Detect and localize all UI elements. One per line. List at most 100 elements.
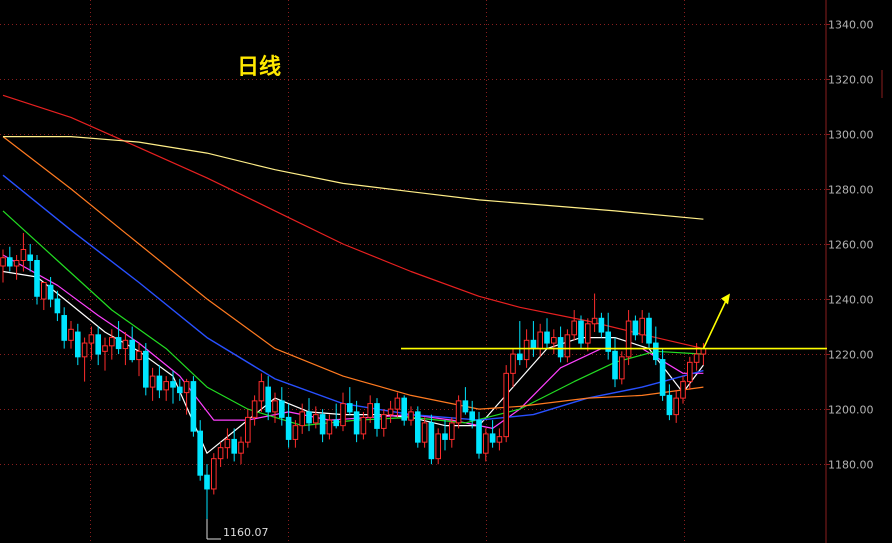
candle	[75, 323, 81, 366]
candle	[673, 389, 680, 423]
candle	[47, 277, 54, 308]
candle-body	[177, 386, 183, 394]
candle-body	[421, 422, 428, 443]
candle-body	[20, 248, 27, 261]
candle	[585, 318, 591, 352]
candle-body	[183, 381, 190, 394]
candle	[578, 315, 584, 349]
candle	[170, 370, 176, 404]
candle	[659, 348, 666, 401]
candle-body	[13, 259, 20, 267]
grid	[0, 0, 826, 543]
candle	[197, 420, 203, 481]
candle	[408, 406, 414, 426]
candle-body	[612, 350, 618, 380]
candle	[619, 351, 625, 385]
candle	[54, 290, 61, 322]
candle-body	[115, 337, 122, 350]
candle-body	[496, 436, 503, 443]
candle-body	[415, 411, 421, 443]
candle	[442, 420, 448, 451]
candle	[428, 414, 435, 465]
candle-body	[279, 400, 285, 418]
y-tick-label: 1220.00	[828, 349, 874, 362]
candle	[435, 428, 441, 465]
candle-body	[340, 403, 346, 427]
candle	[149, 367, 156, 401]
moving-average-line-2	[2, 254, 704, 429]
candle-body	[163, 381, 169, 391]
candle-body	[143, 350, 149, 388]
candle	[143, 343, 149, 396]
candle	[401, 395, 407, 426]
candle	[557, 326, 564, 363]
candle-body	[401, 397, 407, 421]
candle-body	[238, 441, 244, 454]
candle-body	[625, 320, 632, 358]
candle	[353, 400, 360, 443]
candle	[34, 254, 40, 305]
candle-body	[306, 411, 312, 424]
candle	[381, 409, 387, 437]
candle	[387, 400, 394, 423]
candle	[231, 428, 237, 462]
candle-body	[435, 433, 441, 460]
candle-body	[299, 411, 305, 427]
candle	[102, 337, 108, 371]
moving-average-line-1	[2, 270, 704, 454]
candle	[81, 337, 88, 382]
candle-body	[503, 372, 509, 438]
candle-body	[326, 419, 333, 435]
y-tick-label: 1340.00	[828, 19, 874, 32]
candle	[217, 442, 224, 467]
candle	[7, 246, 13, 272]
candle	[163, 376, 169, 401]
candle-body	[75, 331, 81, 358]
candle	[598, 312, 605, 338]
candle	[455, 395, 462, 429]
candle	[476, 411, 482, 459]
low-price-label: 1160.07	[223, 526, 269, 539]
candle-body	[551, 337, 557, 344]
candle-body	[0, 257, 6, 267]
candle	[306, 398, 312, 432]
candle-body	[605, 331, 612, 352]
candle-body	[394, 397, 401, 410]
candle	[211, 453, 217, 495]
candle-body	[455, 400, 462, 424]
candle-body	[619, 356, 625, 380]
moving-average-line-6	[2, 94, 704, 350]
y-tick-label: 1320.00	[828, 74, 874, 87]
candle-body	[245, 416, 251, 443]
candle-body	[360, 416, 367, 435]
candle	[190, 376, 197, 437]
candle	[340, 392, 346, 432]
candle	[292, 420, 299, 448]
candle	[687, 356, 693, 390]
candle	[68, 321, 74, 349]
candle-body	[374, 403, 380, 429]
candle-body	[537, 331, 544, 350]
moving-average-lines	[2, 94, 704, 454]
candle-body	[27, 254, 33, 261]
candle-body	[489, 433, 496, 443]
candle-body	[61, 315, 68, 341]
candle-body	[54, 298, 61, 314]
candle	[272, 392, 278, 423]
candle	[653, 326, 659, 366]
candle	[95, 326, 102, 366]
candle	[503, 365, 509, 443]
candle-body	[639, 317, 646, 336]
y-tick-label: 1300.00	[828, 129, 874, 142]
candle	[462, 387, 469, 415]
candle	[0, 249, 6, 283]
candle-body	[272, 400, 278, 413]
candle-body	[170, 381, 176, 388]
candle	[313, 406, 319, 429]
candle	[156, 365, 163, 399]
candle-body	[408, 411, 414, 421]
candle	[639, 310, 646, 344]
candle-body	[347, 403, 353, 413]
candle	[279, 387, 285, 426]
candle	[530, 321, 537, 357]
